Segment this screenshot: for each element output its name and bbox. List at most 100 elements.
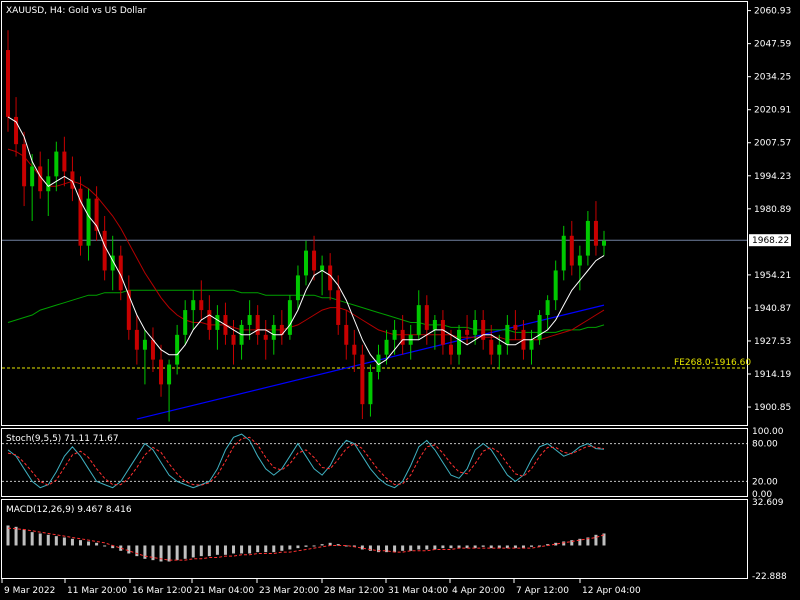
macd-histogram-bar xyxy=(46,534,50,546)
candle-body xyxy=(183,310,188,335)
candle-body xyxy=(6,50,10,117)
candle-body xyxy=(328,265,333,291)
candle-body xyxy=(30,166,35,187)
candle-body xyxy=(473,319,478,335)
macd-histogram-bar xyxy=(248,545,252,554)
time-tick-label: 7 Apr 12:00 xyxy=(516,586,569,596)
candle-body xyxy=(545,300,550,316)
trend-line xyxy=(136,304,605,420)
candle-body xyxy=(593,220,598,246)
candle-body xyxy=(134,329,139,350)
candle-body xyxy=(392,329,397,340)
candle-body xyxy=(94,198,99,231)
macd-histogram-bar xyxy=(521,545,525,549)
macd-histogram-bar xyxy=(6,525,10,546)
macd-histogram-bar xyxy=(54,536,58,546)
candle-body xyxy=(175,334,180,365)
macd-histogram-bar xyxy=(183,545,187,559)
time-tick-label: 23 Mar 20:00 xyxy=(259,586,319,596)
stoch-d-line xyxy=(7,436,605,486)
candle-body xyxy=(553,270,558,301)
candle-body xyxy=(215,315,220,330)
stoch-tick-label: 80.00 xyxy=(752,440,778,450)
candle-body xyxy=(167,364,172,385)
macd-histogram-bar xyxy=(95,542,99,546)
macd-histogram-bar xyxy=(288,545,292,550)
candle-body xyxy=(376,354,381,372)
stoch-tick-label: 20.00 xyxy=(752,477,778,487)
macd-histogram-bar xyxy=(135,545,139,557)
candle-body xyxy=(320,265,325,271)
candle-body xyxy=(150,339,155,360)
candle-body xyxy=(247,315,252,325)
time-tick-label: 12 Apr 04:00 xyxy=(582,586,641,596)
time-tick-label: 16 Mar 12:00 xyxy=(132,586,192,596)
ma-white-line xyxy=(7,116,605,366)
price-tick-label: 1940.87 xyxy=(754,304,791,314)
candle-body xyxy=(62,151,67,172)
macd-histogram-bar xyxy=(159,545,163,562)
candle-body xyxy=(577,255,582,266)
price-tick-label: 2047.59 xyxy=(754,40,791,50)
macd-histogram-bar xyxy=(30,532,34,546)
macd-histogram-bar xyxy=(87,541,91,546)
candle-body xyxy=(231,334,236,345)
macd-histogram-bar xyxy=(127,545,131,554)
macd-histogram-bar xyxy=(14,526,18,546)
macd-histogram-bar xyxy=(473,545,477,549)
macd-histogram-bar xyxy=(151,545,155,561)
macd-histogram-bar xyxy=(167,545,171,562)
candle-body xyxy=(22,144,27,187)
candle-body xyxy=(457,329,462,355)
macd-histogram-bar xyxy=(175,545,179,561)
macd-histogram-bar xyxy=(401,545,405,551)
candle-body xyxy=(38,166,43,192)
stoch-label: Stoch(9,5,5) 71.11 71.67 xyxy=(6,434,119,444)
candle-body xyxy=(126,290,131,330)
stoch-k-line xyxy=(7,433,605,489)
macd-histogram-bar xyxy=(199,545,203,557)
macd-histogram-bar xyxy=(62,537,66,546)
ma-red-line xyxy=(7,148,605,341)
macd-label: MACD(12,26,9) 9.467 8.416 xyxy=(6,505,132,515)
macd-histogram-bar xyxy=(360,545,364,550)
macd-histogram-bar xyxy=(119,545,123,551)
price-pane: FE268.0-1916.60 xyxy=(2,30,751,422)
macd-histogram-bar xyxy=(264,545,268,553)
macd-histogram-bar xyxy=(328,542,332,546)
macd-histogram-bar xyxy=(546,544,550,546)
stoch-pane-frame xyxy=(1,428,748,497)
price-tick-label: 2020.91 xyxy=(754,106,791,116)
candle-body xyxy=(191,300,196,311)
macd-histogram-bar xyxy=(22,529,26,546)
stoch-tick-label: 0.00 xyxy=(752,490,772,500)
macd-histogram-bar xyxy=(570,540,574,546)
candle-body xyxy=(336,290,341,325)
candle-body xyxy=(416,305,421,335)
macd-histogram-bar xyxy=(586,537,590,546)
candle-body xyxy=(489,339,494,355)
current-price-badge xyxy=(749,234,791,247)
price-tick-label: 1980.89 xyxy=(754,205,791,215)
current-price-label: 1968.22 xyxy=(752,236,789,246)
macd-histogram-bar xyxy=(562,541,566,546)
candle-body xyxy=(159,359,164,385)
macd-histogram-bar xyxy=(497,545,501,549)
candle-body xyxy=(432,319,437,330)
candle-body xyxy=(400,329,405,345)
candle-body xyxy=(263,334,268,340)
candle-body xyxy=(70,171,75,189)
macd-histogram-bar xyxy=(143,545,147,559)
price-tick-label: 1927.53 xyxy=(754,337,791,347)
candle-body xyxy=(118,255,123,291)
candle-body xyxy=(86,198,91,246)
macd-histogram-bar xyxy=(280,545,284,551)
axes: 2060.93 2047.59 2034.25 2020.91 2007.57 1994.… xyxy=(1,7,791,596)
time-tick-label: 11 Mar 20:00 xyxy=(67,586,127,596)
macd-histogram-bar xyxy=(272,545,276,553)
macd-histogram-bar xyxy=(505,545,509,549)
candle-body xyxy=(344,324,349,345)
price-tick-label: 1900.85 xyxy=(754,403,791,413)
macd-histogram-bar xyxy=(594,534,598,546)
